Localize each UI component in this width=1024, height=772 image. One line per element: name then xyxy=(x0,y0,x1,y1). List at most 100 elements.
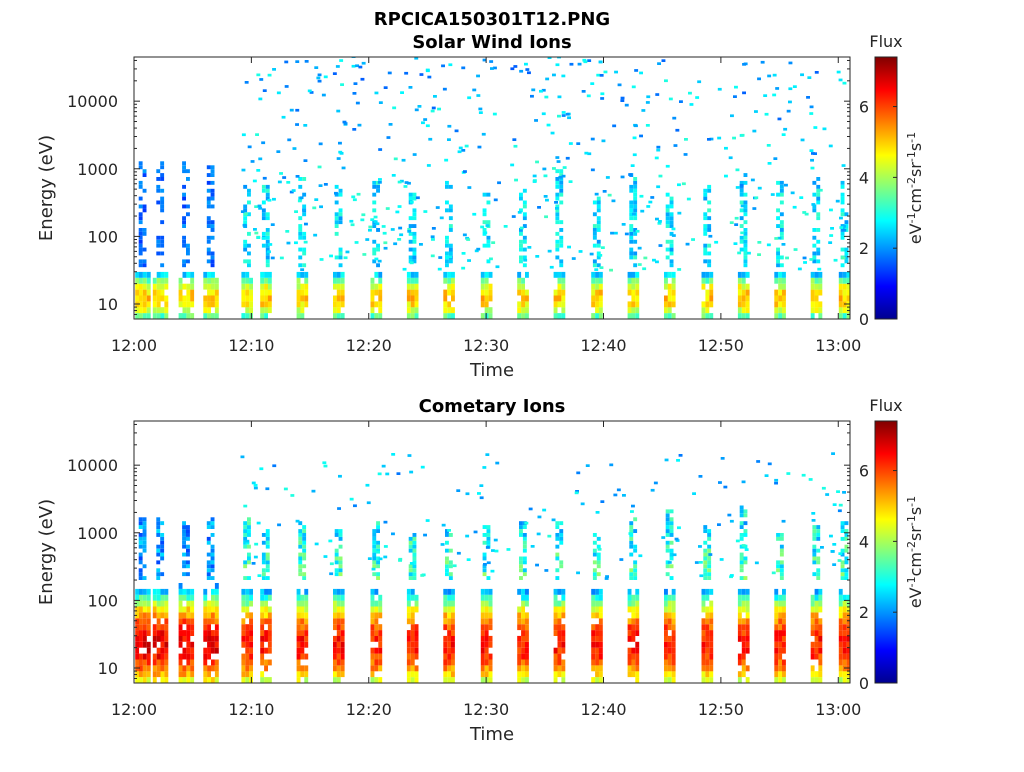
flux-cell xyxy=(247,556,251,561)
flux-cell xyxy=(336,283,341,290)
flux-cell xyxy=(842,659,847,666)
flux-cell xyxy=(186,271,191,278)
flux-cell xyxy=(635,671,640,678)
flux-cell xyxy=(164,659,169,666)
flux-cell xyxy=(703,572,708,577)
flux-cell xyxy=(412,259,417,264)
flux-cell xyxy=(138,521,143,526)
flux-cell xyxy=(254,231,259,235)
flux-cell xyxy=(779,231,784,236)
flux-cell xyxy=(139,624,143,631)
flux-cell xyxy=(334,200,339,205)
flux-cell xyxy=(757,77,761,81)
flux-cell xyxy=(631,307,636,314)
flux-cell xyxy=(525,677,529,683)
flux-cell xyxy=(495,265,500,269)
flux-cell xyxy=(264,659,268,666)
flux-cell xyxy=(816,239,821,244)
flux-cell xyxy=(160,263,165,268)
flux-cell xyxy=(671,665,676,672)
flux-cell xyxy=(519,529,523,533)
flux-cell xyxy=(138,544,143,549)
flux-cell xyxy=(403,185,408,188)
flux-cell xyxy=(451,677,455,683)
flux-cell xyxy=(338,572,343,577)
flux-cell xyxy=(152,594,157,601)
flux-cell xyxy=(779,564,784,569)
flux-cell xyxy=(135,295,140,302)
flux-cell xyxy=(412,564,417,569)
flux-cell xyxy=(190,313,195,319)
flux-cell xyxy=(818,289,823,296)
flux-cell xyxy=(814,624,819,631)
flux-cell xyxy=(300,665,305,672)
flux-cell xyxy=(517,665,522,672)
flux-cell xyxy=(182,560,186,565)
flux-cell xyxy=(825,493,830,496)
flux-cell xyxy=(814,630,819,636)
flux-cell xyxy=(245,624,250,631)
flux-cell xyxy=(264,594,268,601)
flux-cell xyxy=(477,145,482,149)
flux-cell xyxy=(743,255,748,260)
flux-cell xyxy=(584,151,589,155)
flux-cell xyxy=(298,544,303,549)
flux-cell xyxy=(214,647,219,654)
flux-cell xyxy=(302,529,307,533)
flux-cell xyxy=(542,508,547,512)
flux-cell xyxy=(667,594,672,601)
flux-cell xyxy=(739,513,744,518)
flux-cell xyxy=(249,289,253,296)
flux-cell xyxy=(810,289,815,296)
flux-cell xyxy=(774,647,779,654)
flux-cell xyxy=(838,618,843,625)
flux-cell xyxy=(412,196,417,201)
flux-cell xyxy=(842,289,847,296)
flux-cell xyxy=(267,612,272,619)
flux-cell xyxy=(139,659,143,666)
flux-cell xyxy=(164,301,169,308)
flux-cell xyxy=(779,188,784,193)
flux-cell xyxy=(675,128,680,132)
flux-cell xyxy=(739,184,744,189)
flux-cell xyxy=(139,588,143,595)
flux-cell xyxy=(203,307,208,314)
flux-cell xyxy=(156,568,161,573)
flux-cell xyxy=(596,552,601,557)
flux-cell xyxy=(156,552,161,557)
flux-cell xyxy=(709,630,714,636)
flux-cell xyxy=(138,536,143,541)
flux-cell xyxy=(164,307,169,314)
flux-cell xyxy=(842,295,847,302)
flux-cell xyxy=(669,200,674,205)
flux-cell xyxy=(840,572,845,577)
flux-cell xyxy=(152,313,157,319)
panel-title: Cometary Ions xyxy=(419,396,566,417)
flux-cell xyxy=(370,653,375,660)
flux-cell xyxy=(810,624,815,631)
flux-cell xyxy=(260,307,265,314)
flux-cell xyxy=(657,222,662,225)
flux-cell xyxy=(627,301,632,308)
flux-cell xyxy=(679,100,683,103)
flux-cell xyxy=(251,562,256,565)
flux-cell xyxy=(443,277,448,284)
flux-cell xyxy=(522,247,527,252)
flux-cell xyxy=(553,653,558,660)
flux-cell xyxy=(519,192,523,197)
flux-cell xyxy=(245,313,250,319)
flux-cell xyxy=(741,588,746,595)
flux-cell xyxy=(317,73,322,77)
flux-cell xyxy=(695,96,700,99)
flux-cell xyxy=(182,271,187,278)
flux-cell xyxy=(705,677,710,683)
flux-cell xyxy=(559,173,564,177)
flux-cell xyxy=(447,313,452,319)
flux-cell xyxy=(703,228,708,232)
flux-cell xyxy=(406,295,411,302)
flux-cell xyxy=(135,630,140,636)
flux-cell xyxy=(372,224,377,228)
flux-cell xyxy=(600,246,605,249)
flux-cell xyxy=(810,295,815,302)
flux-cell xyxy=(382,231,387,235)
